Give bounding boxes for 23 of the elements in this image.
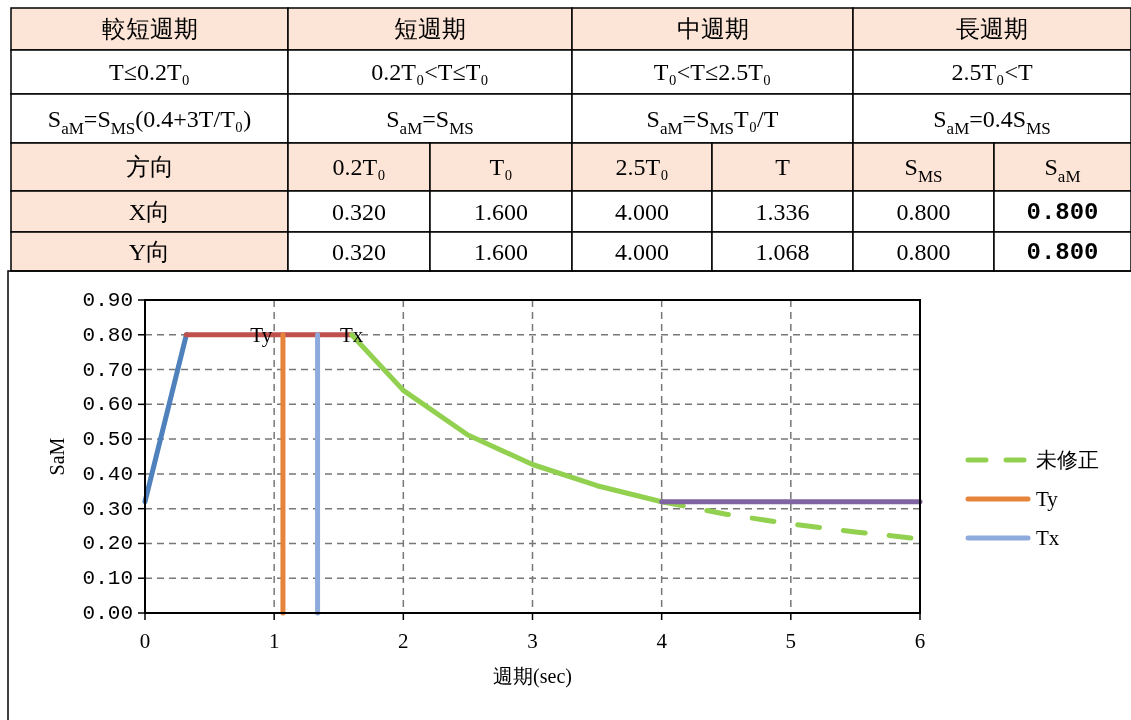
x-tick-label: 3 xyxy=(527,629,538,653)
y-tick-label: 0.70 xyxy=(82,358,133,382)
x-tick-label: 1 xyxy=(268,629,280,653)
y-tick-label: 0.90 xyxy=(82,288,133,312)
y-tick-label: 0.40 xyxy=(82,462,133,486)
y-tick-label: 0.30 xyxy=(82,497,133,521)
table: 較短週期 短週期 中週期 長週期 T≤0.2T₀ 0.2T₀<T≤T₀ T₀<T≤2.5T₀ 2.5T₀<T S$_{aM}$=S$_{MS}$(0.4+3T/T₀) S$_{aM}$=S$_{MS}$ S$_{aM}$=S$_{MS}$T₀/T S$_{aM}$=0.4S$_{MS}$ 方向 0.2T₀ T₀ 2.5T₀ T S$_{MS}$ S$_{aM}$ X向 0.320 1.600 4.000 1.336 0.800 0.800 Y向 0.320 1.600 4.000 1.068 0.800 0.800 xyxy=(10,7,1131,272)
y-tick-label: 0.80 xyxy=(82,323,133,347)
legend-label: 未修正 xyxy=(1036,448,1099,472)
x-tick-label: 2 xyxy=(398,629,409,653)
x-axis-title: 週期(sec) xyxy=(493,665,572,688)
y-tick-label: 0.50 xyxy=(82,427,133,451)
legend-label: Tx xyxy=(1036,526,1060,550)
y-tick-label: 0.60 xyxy=(82,392,133,416)
y-tick-label: 0.00 xyxy=(82,601,133,625)
y-axis-title: SaM xyxy=(46,437,68,476)
x-tick-label: 0 xyxy=(139,629,151,653)
x-tick-label: 6 xyxy=(914,629,926,653)
y-tick-label: 0.20 xyxy=(82,531,133,555)
legend-label: Ty xyxy=(1036,487,1059,511)
y-tick-label: 0.10 xyxy=(82,566,133,590)
x-tick-label: 5 xyxy=(785,629,797,653)
x-tick-label: 4 xyxy=(656,629,668,653)
